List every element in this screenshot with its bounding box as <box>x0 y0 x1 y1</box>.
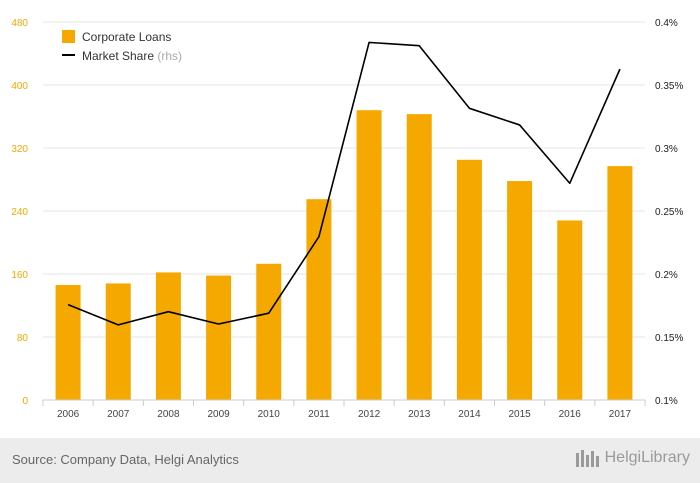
source-text: Source: Company Data, Helgi Analytics <box>12 452 239 467</box>
x-tick-label: 2013 <box>408 409 431 420</box>
y-right-tick-label: 0.2% <box>655 270 678 281</box>
y-right-tick-label: 0.25% <box>655 207 683 218</box>
bar <box>507 181 533 400</box>
y-left-tick-label: 240 <box>11 207 28 218</box>
bar <box>155 272 181 400</box>
legend-label-corporate-loans: Corporate Loans <box>82 30 171 44</box>
x-tick-label: 2007 <box>107 409 130 420</box>
bar-series <box>55 110 633 400</box>
y-left-tick-label: 160 <box>11 270 28 281</box>
x-tick-label: 2014 <box>458 409 481 420</box>
bar <box>607 166 633 400</box>
bar <box>456 159 482 400</box>
bar <box>557 220 583 400</box>
bar <box>55 285 81 400</box>
y-axis-left: 0 80 160 240 320 400 480 <box>11 18 28 407</box>
brand-logo[interactable]: HelgiLibrary <box>575 448 690 468</box>
y-axis-right: 0.1% 0.15% 0.2% 0.25% 0.3% 0.35% 0.4% <box>655 18 683 407</box>
bar <box>406 114 432 400</box>
bar <box>206 275 232 400</box>
legend-swatch-bar <box>62 30 75 43</box>
y-left-tick-label: 480 <box>11 18 28 29</box>
y-left-tick-label: 320 <box>11 144 28 155</box>
y-left-tick-label: 0 <box>22 396 28 407</box>
chart-area: 2006 2007 2008 2009 2010 2011 2012 2013 2014 2015… <box>11 18 683 420</box>
y-right-tick-label: 0.4% <box>655 18 678 29</box>
footer: Source: Company Data, Helgi Analytics He… <box>0 438 700 483</box>
legend-note-rhs: (rhs) <box>157 49 182 63</box>
y-left-tick-label: 80 <box>17 333 29 344</box>
x-tick-label: 2009 <box>207 409 230 420</box>
x-tick-label: 2011 <box>308 409 330 420</box>
library-icon <box>575 450 599 467</box>
x-tick-label: 2008 <box>157 409 180 420</box>
line-series <box>67 41 621 326</box>
x-tick-label: 2010 <box>258 409 281 420</box>
x-tick-label: 2012 <box>358 409 381 420</box>
y-left-tick-label: 400 <box>11 81 28 92</box>
y-right-tick-label: 0.1% <box>655 396 678 407</box>
x-tick-label: 2015 <box>508 409 531 420</box>
y-right-tick-label: 0.3% <box>655 144 678 155</box>
legend: Corporate Loans Market Share (rhs) <box>62 30 182 63</box>
y-right-tick-label: 0.35% <box>655 81 683 92</box>
x-axis: 2006 2007 2008 2009 2010 2011 2012 2013 2014 2015… <box>42 399 646 420</box>
bar <box>356 110 382 400</box>
grid-lines <box>43 21 645 338</box>
brand-name: HelgiLibrary <box>604 449 690 466</box>
market-share-line <box>67 41 621 326</box>
bar <box>306 199 332 400</box>
x-tick-label: 2017 <box>609 409 632 420</box>
y-right-tick-label: 0.15% <box>655 333 683 344</box>
x-tick-label: 2016 <box>559 409 582 420</box>
bar <box>105 283 131 400</box>
legend-label-market-share: Market Share (rhs) <box>82 49 182 63</box>
bar <box>256 263 282 400</box>
x-tick-label: 2006 <box>57 409 80 420</box>
